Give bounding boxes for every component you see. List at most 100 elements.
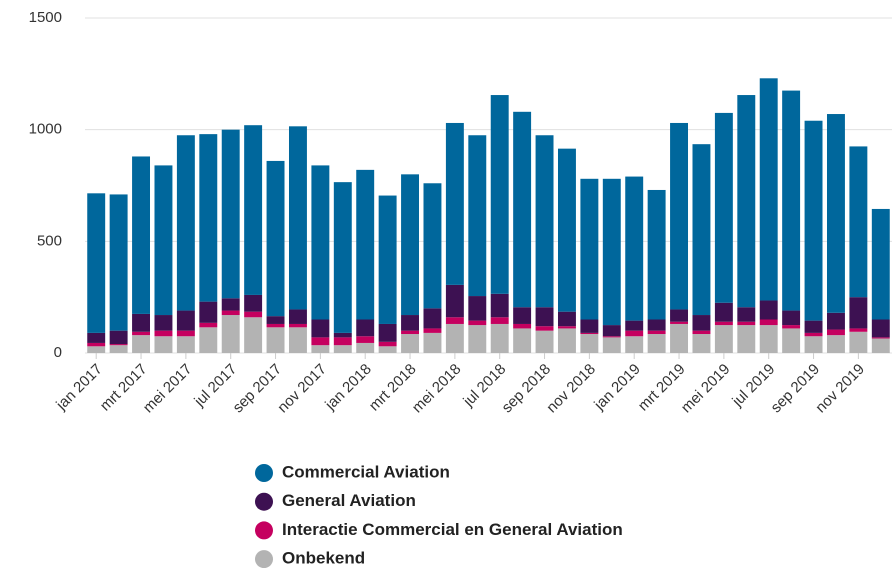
bar-segment (804, 120, 823, 321)
bar-segment (647, 319, 666, 331)
bar-segment (87, 342, 106, 347)
bar-segment (647, 334, 666, 353)
y-tick-label: 1000 (29, 121, 62, 138)
bar-segment (782, 90, 801, 311)
bar-segment (109, 345, 128, 353)
bar-segment (714, 321, 733, 326)
bar-segment (849, 146, 868, 298)
bar-segment (221, 315, 240, 353)
legend-marker (255, 492, 273, 511)
bar-segment (468, 325, 487, 353)
x-tick-label: jan 2017 (52, 361, 105, 414)
bar-segment (333, 337, 352, 346)
bar-segment (759, 78, 778, 301)
bar-segment (266, 316, 285, 324)
bar-segment (311, 165, 330, 320)
y-tick-label: 1500 (29, 9, 62, 26)
bar-segment (356, 169, 375, 320)
bar-segment (468, 320, 487, 326)
bar-segment (423, 183, 442, 309)
bar-segment (535, 135, 554, 308)
bar-segment (737, 325, 756, 353)
bar-segment (176, 135, 195, 311)
bar-segment (513, 328, 532, 353)
bar-segment (782, 310, 801, 326)
bar-segment (513, 323, 532, 329)
bar-segment (401, 174, 420, 316)
bar-segment (176, 330, 195, 337)
bar-segment (490, 323, 509, 353)
x-tick-label: mei 2019 (678, 361, 734, 417)
bar-segment (557, 311, 576, 327)
bar-segment (154, 336, 173, 353)
bar-segment (826, 114, 845, 313)
bar-segment (266, 323, 285, 328)
bar-segment (714, 112, 733, 303)
bar-segment (625, 176, 644, 321)
x-tick-label: jan 2018 (321, 361, 374, 414)
bar-segment (692, 144, 711, 316)
bar-segment (580, 178, 599, 320)
bar-segment (714, 302, 733, 322)
bar-segment (378, 323, 397, 342)
bar-segment (356, 342, 375, 353)
bar-segment (580, 334, 599, 353)
x-tick-label: nov 2017 (274, 361, 330, 417)
bar-segment (288, 309, 307, 324)
bar-segment (356, 336, 375, 343)
legend-marker (255, 521, 273, 540)
bar-segment (625, 320, 644, 331)
bar-segment (333, 332, 352, 338)
bar-segment (804, 332, 823, 337)
x-tick-label: jan 2019 (590, 361, 643, 414)
bar-segment (849, 297, 868, 329)
legend-label: General Aviation (282, 491, 416, 510)
legend-marker (255, 464, 273, 482)
y-tick-label: 500 (37, 232, 62, 249)
bar-segment (87, 193, 106, 333)
x-tick-label: mei 2018 (409, 361, 465, 417)
bar-segment (782, 325, 801, 329)
bar-segment (692, 334, 711, 353)
bar-segment (557, 326, 576, 329)
bar-segment (176, 310, 195, 331)
bar-segment (871, 319, 890, 338)
bar-segment (737, 95, 756, 308)
bar-segment (557, 328, 576, 353)
bar-segment (580, 319, 599, 333)
bar-segment (311, 337, 330, 346)
bar-segment (199, 327, 218, 353)
bar-segment (266, 327, 285, 353)
x-tick-label: nov 2018 (543, 361, 599, 417)
bar-segment (580, 332, 599, 335)
bar-segment (602, 337, 621, 353)
legend-label: Interactie Commercial en General Aviatio… (282, 520, 623, 539)
bar-segment (445, 317, 464, 324)
bar-segment (692, 315, 711, 331)
legend-label: Onbekend (282, 549, 365, 568)
bar-segment (625, 336, 644, 353)
legend-label: Commercial Aviation (282, 462, 450, 481)
bar-segment (849, 331, 868, 353)
bar-segment (311, 319, 330, 338)
bar-segment (602, 178, 621, 326)
bar-segment (132, 335, 151, 353)
bar-segment (266, 160, 285, 317)
bar-segment (244, 294, 263, 312)
bar-segment (782, 328, 801, 353)
bar-segment (759, 300, 778, 320)
bar-segment (401, 330, 420, 335)
bar-segment (154, 165, 173, 316)
bar-segment (109, 194, 128, 331)
bar-segment (378, 346, 397, 353)
bar-segment (132, 156, 151, 314)
bar-segment (445, 323, 464, 353)
bar-segment (804, 320, 823, 333)
bar-segment (602, 336, 621, 338)
bar-segment (87, 346, 106, 353)
bar-segment (221, 129, 240, 299)
bar-segment (513, 307, 532, 324)
bar-segment (87, 332, 106, 343)
bar-segment (199, 301, 218, 323)
